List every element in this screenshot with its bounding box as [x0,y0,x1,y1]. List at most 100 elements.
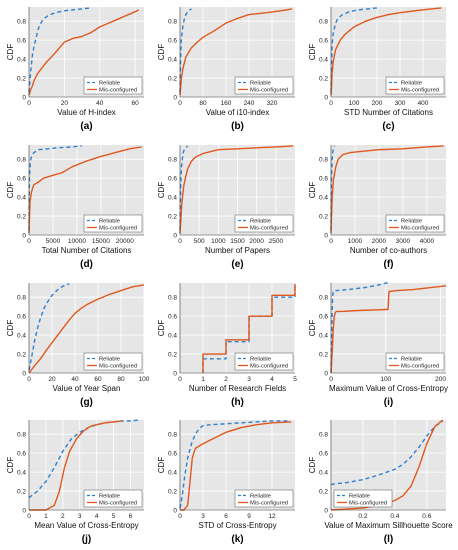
subplot-caption: (a) [80,121,92,132]
legend-entry: Mis-configured [250,226,288,232]
legend-box [333,489,393,508]
legend-box [83,76,143,95]
subplot-caption: (f) [384,259,394,270]
y-tick-label: 0.2 [168,75,177,82]
x-axis-label: Value of Maximum Sillhouette Score [324,521,453,530]
x-tick-label: 6 [129,513,133,520]
y-tick-label: 0.8 [17,157,26,164]
x-tick-label: 100 [139,376,150,383]
subplot-caption: (c) [382,121,394,132]
y-tick-label: 0.6 [17,450,26,457]
legend-entry: Mis-configured [99,364,137,370]
y-tick-label: 0.6 [319,450,328,457]
subplot-g: 0 20 40 60 80 100 0 0.2 0.4 0.6 0.8 Value of Year S… [6,283,150,408]
subplot-i: 0 100 200 0 0.2 0.4 0.6 0.8 Maximum Value of Cro… [308,282,448,408]
series-line-reliable [179,8,192,93]
x-tick-label: 5000 [46,238,61,245]
subplot-k: 0 3 6 9 12 0 0.2 0.4 0.6 0.8 STD of Cross-Entropy C… [157,420,295,545]
subplot-d: 0 5000 10000 15000 20000 0 0.2 0.4 0.6 0.8 Total N… [6,145,144,270]
legend-entry: Reliable [401,81,422,87]
x-tick-label: 0 [27,100,31,107]
legend-entry: Reliable [99,219,120,225]
y-tick-label: 0.8 [168,157,177,164]
subplot-caption: (e) [231,259,243,270]
series-line-misconfigured [330,7,442,96]
x-tick-label: 9 [247,513,251,520]
y-tick-label: 0 [324,507,328,514]
y-tick-label: 0 [22,370,26,377]
legend-entry: Reliable [99,494,120,500]
y-tick-label: 0.2 [17,75,26,82]
legend-box [385,352,445,371]
series-line-reliable [330,282,388,374]
x-tick-label: 3 [201,513,205,520]
x-tick-label: 100 [349,100,360,107]
x-tick-label: 3000 [396,238,411,245]
legend-entry: Mis-configured [349,501,387,507]
y-axis-label: CDF [6,457,15,474]
x-axis-label: Value of Year Span [53,384,121,393]
x-tick-label: 5 [293,376,297,383]
series-line-reliable [179,420,288,509]
y-tick-label: 0.4 [168,56,177,63]
x-tick-label: 240 [244,100,255,107]
x-tick-label: 200 [372,100,383,107]
y-tick-label: 0.4 [319,469,328,476]
legend-entry: Mis-configured [401,364,439,370]
subplot-h: 0 1 2 3 4 5 0 0.2 0.4 0.6 0.8 Number of Research Fi… [157,283,297,408]
subplot-b: 0 80 160 240 320 0 0.2 0.4 0.6 0.8 Value of i10-in… [157,7,295,132]
y-tick-label: 0.2 [168,351,177,358]
x-tick-label: 4000 [420,238,435,245]
legend-entry: Mis-configured [99,88,137,94]
x-tick-label: 12 [268,513,276,520]
y-axis-label: CDF [6,44,15,61]
x-tick-label: 0 [329,513,333,520]
y-axis-label: CDF [6,182,15,199]
x-tick-label: 0 [27,238,31,245]
subplot-caption: (b) [231,121,244,132]
series-line-misconfigured [330,285,447,374]
x-tick-label: 60 [132,100,140,107]
x-tick-label: 2 [61,513,65,520]
x-tick-label: 0 [178,100,182,107]
y-axis-label: CDF [308,457,317,474]
y-tick-label: 0.8 [319,295,328,302]
x-tick-label: 0.4 [390,513,399,520]
legend-box [234,352,294,371]
x-axis-label: Maximum Value of Cross-Entropy [329,384,448,393]
x-tick-label: 500 [194,238,205,245]
y-tick-label: 0 [324,232,328,239]
y-tick-label: 0.8 [319,19,328,26]
legend-box [234,214,294,233]
y-tick-label: 0.2 [168,213,177,220]
y-axis-label: CDF [6,320,15,337]
x-axis-label: STD of Cross-Entropy [198,521,276,530]
y-tick-label: 0.6 [17,37,26,44]
x-axis-label: STD Number of Citations [344,108,433,117]
x-tick-label: 20000 [116,238,134,245]
x-tick-label: 0 [27,376,31,383]
x-tick-label: 1 [201,376,205,383]
legend-box [83,352,143,371]
subplot-j: 0 1 2 3 4 5 6 0 0.2 0.4 0.6 0.8 Mean Value of Cross-… [6,419,144,545]
x-tick-label: 1000 [211,238,226,245]
series-line-misconfigured [28,146,142,234]
subplot-caption: (l) [384,534,393,545]
x-tick-label: 300 [395,100,406,107]
series-line-reliable [330,7,378,93]
legend-box [83,489,143,508]
subplot-c: 0 100 200 300 400 0 0.2 0.4 0.6 0.8 STD Number of … [308,7,446,132]
x-axis-label: Mean Value of Cross-Entropy [34,521,138,530]
y-tick-label: 0 [173,370,177,377]
legend-entry: Reliable [401,357,422,363]
y-tick-label: 0.8 [168,295,177,302]
subplot-l: 0 0.2 0.4 0.6 0 0.2 0.4 0.6 0.8 Value of Maximum … [308,419,453,545]
x-tick-label: 40 [71,376,79,383]
y-tick-label: 0.6 [17,313,26,320]
